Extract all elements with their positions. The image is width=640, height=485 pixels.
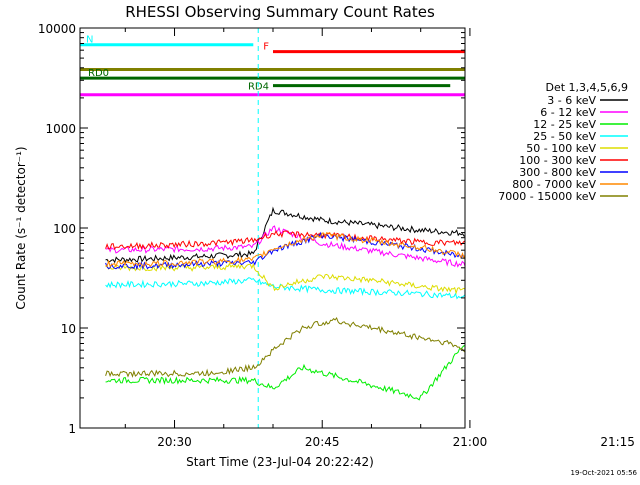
x-tick-label: 20:45 — [305, 435, 340, 449]
x-axis-label: Start Time (23-Jul-04 20:22:42) — [186, 455, 374, 469]
series-line-1 — [105, 225, 465, 268]
legend-label: 12 - 25 keV — [533, 118, 596, 131]
y-tick-label: 100 — [53, 222, 76, 236]
flag-label-rd0: RD0 — [88, 68, 109, 79]
y-tick-label: 1 — [68, 422, 76, 436]
legend-label: 3 - 6 keV — [547, 94, 596, 107]
legend-label: 800 - 7000 keV — [512, 178, 596, 191]
y-tick-label: 10 — [61, 322, 76, 336]
legend-label: 300 - 800 keV — [519, 166, 596, 179]
y-tick-label: 1000 — [45, 122, 76, 136]
series-line-4 — [105, 262, 465, 295]
y-tick-label: 10000 — [38, 22, 76, 36]
legend-title: Det 1,3,4,5,6,9 — [545, 81, 628, 94]
legend-label: 25 - 50 keV — [533, 130, 596, 143]
legend-label: 100 - 300 keV — [519, 154, 596, 167]
series-line-0 — [105, 206, 465, 264]
flag-label-rd4: RD4 — [248, 82, 269, 93]
flag-label-a1: A1 — [63, 85, 76, 96]
x-tick-label: 20:30 — [157, 435, 192, 449]
flag-label-n: N — [86, 35, 93, 46]
flag-label-f: F — [263, 42, 269, 53]
axis-ticks: 11010010001000020:3020:4521:0021:1521:30… — [38, 22, 635, 449]
y-axis-label: Count Rate (s⁻¹ detector⁻¹) — [14, 146, 28, 309]
series-line-5 — [105, 229, 465, 251]
flag-label-fd1: FD1 — [623, 52, 640, 63]
flag-label-fd3: FD3 — [56, 59, 76, 70]
timestamp: 19-Oct-2021 05:56 — [571, 469, 638, 477]
series-line-8 — [105, 317, 465, 378]
legend-label: 50 - 100 keV — [526, 142, 596, 155]
chart-title: RHESSI Observing Summary Count Rates — [125, 3, 435, 21]
x-tick-label: 21:00 — [453, 435, 488, 449]
series-line-7 — [105, 231, 465, 268]
series-line-2 — [105, 345, 465, 401]
series-line-3 — [105, 277, 465, 300]
legend-label: 6 - 12 keV — [540, 106, 596, 119]
series-line-6 — [105, 231, 465, 271]
x-tick-label: 21:15 — [600, 435, 635, 449]
legend-label: 7000 - 15000 keV — [498, 190, 596, 203]
